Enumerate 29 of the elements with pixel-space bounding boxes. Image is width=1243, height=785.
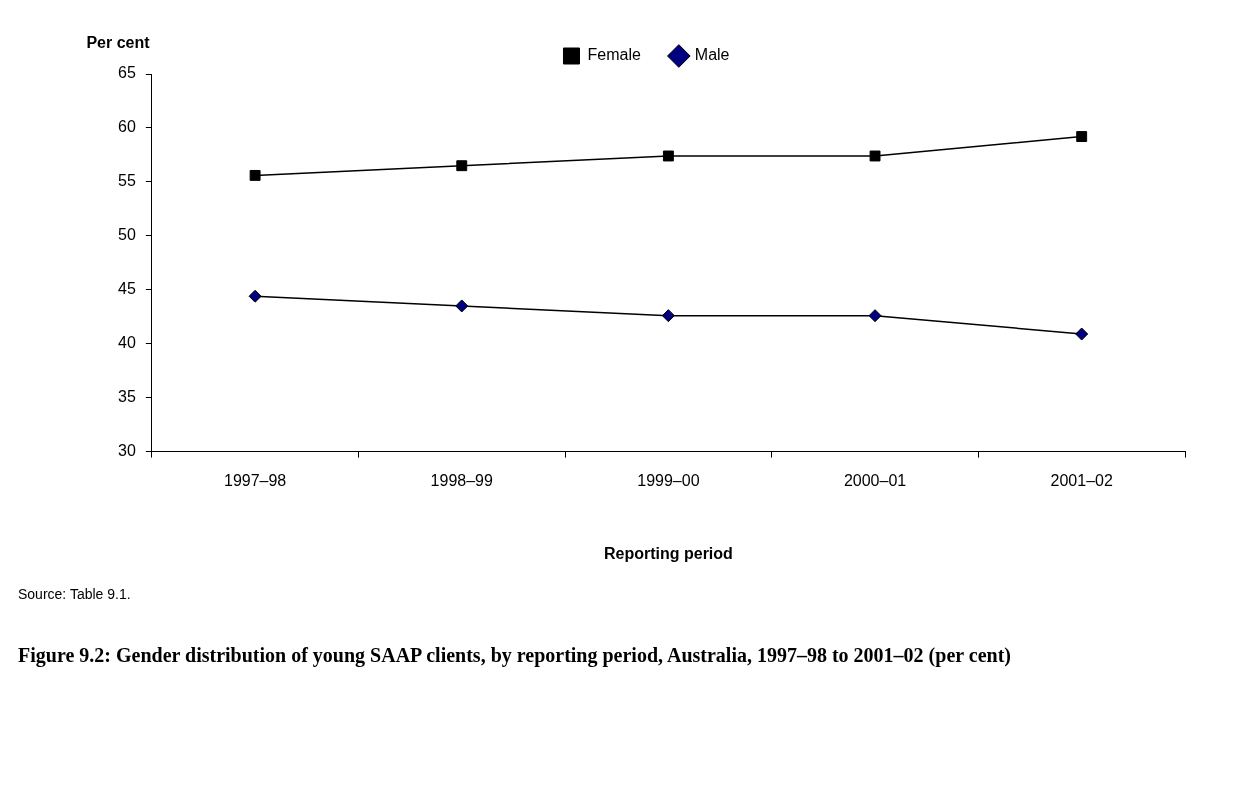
point [868,309,882,323]
x-tick-label: 1997–98 [223,471,287,489]
point [249,169,261,181]
legend-label: Male [694,46,730,64]
y-tick-label: 55 [118,172,136,190]
point [661,309,675,323]
x-tick-label: 1999–00 [637,471,700,489]
y-tick-label: 65 [118,64,136,82]
point [869,150,881,162]
legend-label: Female [587,46,641,64]
y-tick-label: 50 [118,226,136,244]
point [1076,131,1088,143]
y-tick-label: 40 [118,334,136,352]
point [455,299,469,313]
point [662,150,674,162]
text: Figure 9.2: Gender distribution of young SAAP clients, by reporting period, Australia, 1997–98 to 2001–02 (per cent) [18,643,1012,668]
x-axis-title: Reporting period [603,544,733,562]
y-tick-label: 30 [118,442,136,460]
y-tick-label: 45 [118,280,136,298]
y-tick-label: 35 [118,388,136,406]
point [248,289,262,303]
y-tick-label: 60 [118,118,136,136]
x-tick-label: 1998–99 [430,471,493,489]
source-note: Source: Table 9.1. [18,586,132,602]
y-axis-title: Per cent [86,34,151,52]
x-tick-label: 2001–02 [1050,471,1113,489]
point [1075,327,1089,341]
x-tick-label: 2000–01 [843,471,907,489]
point [456,160,468,172]
